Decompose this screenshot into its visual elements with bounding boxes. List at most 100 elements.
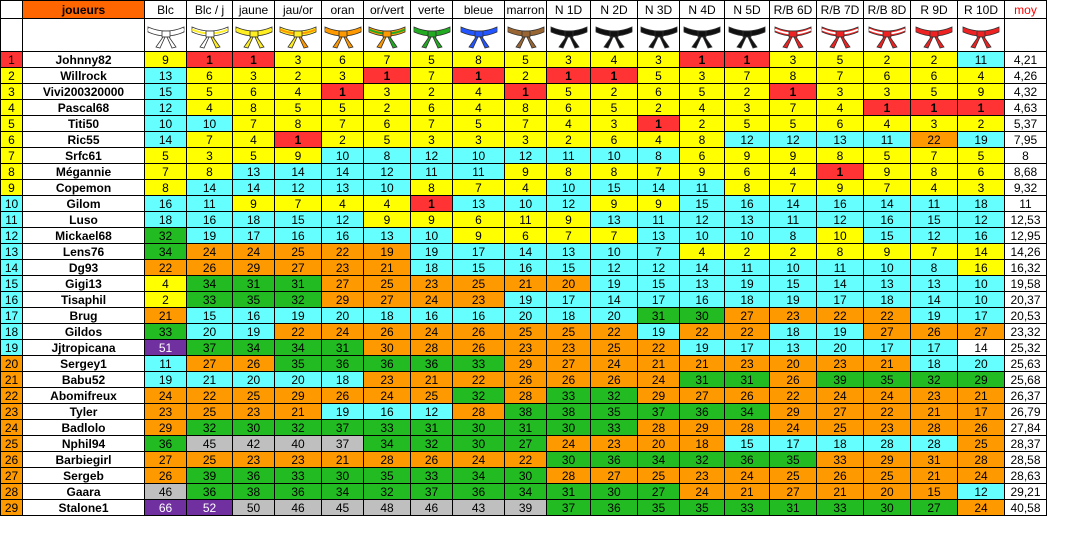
score-cell: 7 <box>546 227 591 244</box>
table-row: 9 Copemon 8 14 14 12 13 10 8 7 4 10 15 14 11 8 7 9 7 4 3 9,32 <box>0 179 1047 196</box>
rank-cell: 20 <box>0 355 23 372</box>
score-cell: 8 <box>724 179 770 196</box>
player-name: Stalone1 <box>22 499 145 516</box>
red-belt-10-icon <box>962 26 1000 49</box>
score-cell: 13 <box>910 275 958 292</box>
score-cell: 24 <box>546 435 591 452</box>
score-cell: 26 <box>232 355 275 372</box>
average-cell: 28,58 <box>1004 451 1047 468</box>
orange-belt-icon <box>324 26 361 49</box>
score-cell: 6 <box>590 131 638 148</box>
score-cell: 18 <box>769 323 817 340</box>
score-cell: 21 <box>863 355 911 372</box>
score-cell: 5 <box>144 147 187 164</box>
score-cell: 8 <box>144 179 187 196</box>
table-row: 23 Tyler 23 25 23 21 19 16 12 28 38 38 35 37 36 34 29 27 2… <box>0 403 1047 420</box>
score-cell: 36 <box>321 355 364 372</box>
score-cell: 1 <box>363 67 411 84</box>
score-cell: 23 <box>144 403 187 420</box>
score-cell: 24 <box>724 467 770 484</box>
rank-cell: 19 <box>0 339 23 356</box>
rank-cell: 6 <box>0 131 23 148</box>
score-cell: 66 <box>144 499 187 516</box>
rank-cell: 3 <box>0 83 23 100</box>
table-row: 19 Jjtropicana 51 37 34 34 31 30 28 26 23 23 25 22 19 1… <box>0 339 1047 356</box>
rank-header <box>0 0 23 19</box>
score-cell: 21 <box>637 355 680 372</box>
score-cell: 11 <box>769 211 817 228</box>
average-cell: 4,63 <box>1004 99 1047 116</box>
score-cell: 1 <box>637 115 680 132</box>
player-name: Nphil94 <box>22 435 145 452</box>
score-cell: 30 <box>679 307 725 324</box>
average-cell: 25,32 <box>1004 339 1047 356</box>
score-cell: 16 <box>410 307 453 324</box>
player-name: Pascal68 <box>22 99 145 116</box>
score-cell: 38 <box>232 483 275 500</box>
average-cell: 19,58 <box>1004 275 1047 292</box>
player-name: Titi50 <box>22 115 145 132</box>
score-cell: 19 <box>144 371 187 388</box>
score-cell: 21 <box>816 483 864 500</box>
belt-column-header: R/B 6D <box>769 0 817 19</box>
score-cell: 32 <box>590 387 638 404</box>
score-cell: 7 <box>910 243 958 260</box>
belt-cell <box>679 18 725 52</box>
score-cell: 11 <box>452 163 505 180</box>
score-cell: 7 <box>769 179 817 196</box>
score-cell: 25 <box>504 323 547 340</box>
yellow-belt-icon <box>235 26 272 49</box>
score-cell: 29 <box>321 291 364 308</box>
score-cell: 9 <box>957 83 1005 100</box>
score-cell: 29 <box>144 419 187 436</box>
brown-belt-icon <box>507 26 544 49</box>
score-cell: 22 <box>637 339 680 356</box>
table-row: 24 Badlolo 29 32 30 32 37 33 31 30 31 30 33 28 29 28 24 2… <box>0 419 1047 436</box>
score-cell: 52 <box>186 499 233 516</box>
score-cell: 5 <box>724 115 770 132</box>
score-cell: 27 <box>363 291 411 308</box>
score-cell: 24 <box>144 387 187 404</box>
score-cell: 24 <box>957 467 1005 484</box>
score-cell: 21 <box>724 483 770 500</box>
score-cell: 28 <box>724 419 770 436</box>
score-cell: 7 <box>321 115 364 132</box>
score-cell: 10 <box>769 259 817 276</box>
score-cell: 4 <box>232 131 275 148</box>
score-cell: 34 <box>637 451 680 468</box>
score-cell: 16 <box>816 195 864 212</box>
score-cell: 4 <box>957 67 1005 84</box>
rank-cell: 29 <box>0 499 23 516</box>
score-cell: 4 <box>363 195 411 212</box>
score-cell: 35 <box>590 403 638 420</box>
score-cell: 14 <box>957 243 1005 260</box>
score-cell: 21 <box>910 403 958 420</box>
score-cell: 24 <box>957 499 1005 516</box>
score-cell: 1 <box>232 51 275 68</box>
score-cell: 31 <box>321 339 364 356</box>
score-cell: 24 <box>186 243 233 260</box>
score-cell: 3 <box>274 51 322 68</box>
score-cell: 3 <box>186 147 233 164</box>
score-cell: 13 <box>144 67 187 84</box>
score-cell: 4 <box>637 131 680 148</box>
score-cell: 12 <box>363 163 411 180</box>
average-cell: 12,95 <box>1004 227 1047 244</box>
average-cell: 11 <box>1004 195 1047 212</box>
score-cell: 23 <box>274 451 322 468</box>
score-cell: 8 <box>910 163 958 180</box>
average-cell: 8,68 <box>1004 163 1047 180</box>
score-cell: 17 <box>957 403 1005 420</box>
score-cell: 17 <box>452 243 505 260</box>
average-cell: 25,63 <box>1004 355 1047 372</box>
score-cell: 35 <box>679 499 725 516</box>
score-cell: 20 <box>546 275 591 292</box>
score-cell: 1 <box>957 99 1005 116</box>
score-cell: 17 <box>724 339 770 356</box>
score-cell: 14 <box>679 259 725 276</box>
score-cell: 24 <box>816 387 864 404</box>
score-cell: 4 <box>590 51 638 68</box>
score-cell: 29 <box>679 419 725 436</box>
score-cell: 26 <box>452 323 505 340</box>
score-cell: 7 <box>504 115 547 132</box>
